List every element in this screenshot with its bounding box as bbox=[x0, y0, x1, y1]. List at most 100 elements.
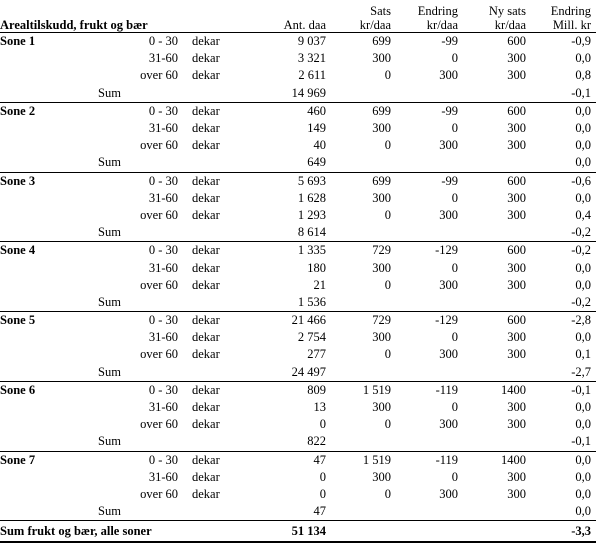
range-cell: over 60 bbox=[140, 207, 178, 222]
endring-mill-cell: -0,9 bbox=[526, 32, 596, 51]
sats-cell: 300 bbox=[372, 469, 392, 484]
endring-mill-cell: 0,0 bbox=[575, 486, 592, 501]
table-row: 31-60 dekar 149 300 0 300 0,0 bbox=[0, 120, 596, 137]
endring-mill-cell: 0,0 bbox=[575, 190, 592, 205]
unit-cell: dekar bbox=[192, 171, 243, 190]
ant-daa-cell: 180 bbox=[307, 260, 327, 275]
unit-cell: dekar bbox=[192, 380, 243, 399]
zone-name-empty bbox=[0, 416, 120, 433]
zone-name: Sone 2 bbox=[0, 101, 120, 120]
sats-cell: 0 bbox=[384, 486, 392, 501]
sum-row: Sum 649 0,0 bbox=[0, 154, 596, 173]
zone-name: Sone 5 bbox=[0, 311, 120, 330]
sats-cell: 0 bbox=[384, 277, 392, 292]
table-row: 31-60 dekar 2 754 300 0 300 0,0 bbox=[0, 329, 596, 346]
table-row: over 60 dekar 0 0 300 300 0,0 bbox=[0, 416, 596, 433]
endring-cell: 0 bbox=[451, 330, 459, 345]
sum-ant-daa: 822 bbox=[242, 433, 327, 452]
ant-daa-cell: 2 611 bbox=[298, 68, 327, 83]
range-cell: 31-60 bbox=[148, 469, 178, 484]
endring-mill-cell: 0,1 bbox=[575, 347, 592, 362]
sum-label: Sum bbox=[0, 154, 243, 173]
ant-daa-cell: 13 bbox=[313, 400, 327, 415]
sum-endring-mill: 0,0 bbox=[526, 154, 596, 173]
sum-label: Sum bbox=[0, 84, 243, 103]
table-row: over 60 dekar 2 611 0 300 300 0,8 bbox=[0, 67, 596, 84]
table-row: over 60 dekar 1 293 0 300 300 0,4 bbox=[0, 207, 596, 224]
endring-mill-cell: 0,0 bbox=[526, 101, 596, 120]
endring-cell: 300 bbox=[439, 138, 459, 153]
ant-daa-cell: 0 bbox=[319, 417, 327, 432]
unit-cell: dekar bbox=[192, 68, 220, 83]
endring-mill-cell: 0,0 bbox=[575, 330, 592, 345]
range-cell: 0 - 30 bbox=[120, 32, 192, 51]
total-row: Sum frukt og bær, alle soner 51 134 -3,3 bbox=[0, 520, 596, 543]
ant-daa-cell: 1 628 bbox=[297, 190, 327, 205]
zone-name: Sone 3 bbox=[0, 171, 120, 190]
endring-cell: -129 bbox=[396, 241, 459, 260]
range-cell: 31-60 bbox=[148, 400, 178, 415]
unit-cell: dekar bbox=[192, 138, 220, 153]
zone-name-empty bbox=[0, 207, 120, 224]
unit-cell: dekar bbox=[192, 330, 220, 345]
ny-sats-cell: 600 bbox=[458, 101, 527, 120]
range-cell: 31-60 bbox=[148, 190, 178, 205]
unit-cell: dekar bbox=[192, 311, 243, 330]
ant-daa-cell: 809 bbox=[242, 380, 327, 399]
sum-row: Sum 822 -0,1 bbox=[0, 433, 596, 452]
empty-cell bbox=[326, 224, 397, 243]
endring-mill-cell: 0,8 bbox=[575, 68, 592, 83]
endring-cell: -119 bbox=[396, 380, 459, 399]
range-cell: over 60 bbox=[140, 417, 178, 432]
table-row: over 60 dekar 277 0 300 300 0,1 bbox=[0, 346, 596, 363]
ant-daa-cell: 21 466 bbox=[242, 311, 327, 330]
unit-cell: dekar bbox=[192, 417, 220, 432]
header-endring-mill: Endring Mill. kr bbox=[550, 4, 592, 32]
endring-mill-cell: 0,0 bbox=[575, 400, 592, 415]
empty-cell bbox=[458, 154, 527, 173]
table-title: Arealtilskudd, frukt og bær bbox=[0, 18, 148, 32]
sats-cell: 300 bbox=[372, 260, 392, 275]
endring-cell: 0 bbox=[451, 469, 459, 484]
empty-cell bbox=[458, 363, 527, 382]
unit-cell: dekar bbox=[192, 486, 220, 501]
unit-cell: dekar bbox=[192, 207, 220, 222]
ant-daa-cell: 277 bbox=[307, 347, 327, 362]
endring-cell: 0 bbox=[451, 190, 459, 205]
range-cell: over 60 bbox=[140, 68, 178, 83]
zone-name: Sone 4 bbox=[0, 241, 120, 260]
empty-cell bbox=[326, 520, 397, 543]
sum-endring-mill: 0,0 bbox=[526, 503, 596, 522]
ny-sats-cell: 1400 bbox=[458, 450, 527, 469]
zone-name-empty bbox=[0, 329, 120, 346]
sats-cell: 300 bbox=[372, 190, 392, 205]
zone-name: Sone 6 bbox=[0, 380, 120, 399]
zone-name-empty bbox=[0, 190, 120, 207]
ny-sats-cell: 300 bbox=[507, 260, 527, 275]
ant-daa-cell: 47 bbox=[242, 450, 327, 469]
endring-mill-cell: 0,4 bbox=[575, 207, 592, 222]
ny-sats-cell: 300 bbox=[507, 277, 527, 292]
range-cell: 31-60 bbox=[148, 330, 178, 345]
zone-name-empty bbox=[0, 120, 120, 137]
unit-cell: dekar bbox=[192, 260, 220, 275]
header-ant-daa: Ant. daa bbox=[283, 18, 327, 32]
empty-cell bbox=[326, 503, 397, 522]
range-cell: 0 - 30 bbox=[120, 101, 192, 120]
endring-cell: -99 bbox=[396, 32, 459, 51]
empty-cell bbox=[396, 520, 459, 543]
ant-daa-cell: 460 bbox=[242, 101, 327, 120]
endring-cell: 300 bbox=[439, 68, 459, 83]
sats-cell: 729 bbox=[326, 241, 397, 260]
unit-cell: dekar bbox=[192, 101, 243, 120]
ny-sats-cell: 300 bbox=[507, 68, 527, 83]
endring-mill-cell: -2,8 bbox=[526, 311, 596, 330]
table-row: over 60 dekar 0 0 300 300 0,0 bbox=[0, 486, 596, 503]
empty-cell bbox=[396, 84, 459, 103]
sats-cell: 699 bbox=[326, 171, 397, 190]
unit-cell: dekar bbox=[192, 121, 220, 136]
sats-cell: 729 bbox=[326, 311, 397, 330]
ny-sats-cell: 300 bbox=[507, 400, 527, 415]
